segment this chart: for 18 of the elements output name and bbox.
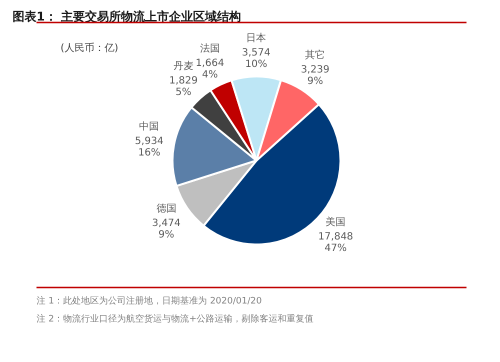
chart-title: 图表1： 主要交易所物流上市企业区域结构 (12, 10, 242, 24)
data-label: 1,829 5% (169, 75, 198, 98)
text: 注 2：物流行业口径为航空货运与物流+公路运输，剔除客运和重复值 (36, 314, 314, 324)
slice-label: 德国 (156, 204, 176, 215)
slice-label: 其它 (305, 48, 326, 61)
slice-label: 丹麦 (173, 60, 194, 72)
data-label: 1,664 4% (196, 58, 224, 80)
text: (人民币：亿) (60, 42, 118, 54)
data-label: 5,934 16% (134, 136, 164, 159)
slice-label: 美国 (326, 216, 346, 228)
slice-label: 法国 (200, 42, 220, 54)
data-label: 17,848 47% (318, 232, 354, 254)
slice-label: 中国 (139, 120, 160, 133)
data-label: 3,239 9% (300, 64, 330, 87)
data-label: 3,574 10% (242, 47, 271, 70)
text: 注 1：此处地区为公司注册地，日期基准为 2020/01/20 (36, 296, 262, 306)
slice-label: 日本 (246, 32, 266, 44)
data-label: 3,474 9% (152, 218, 181, 241)
